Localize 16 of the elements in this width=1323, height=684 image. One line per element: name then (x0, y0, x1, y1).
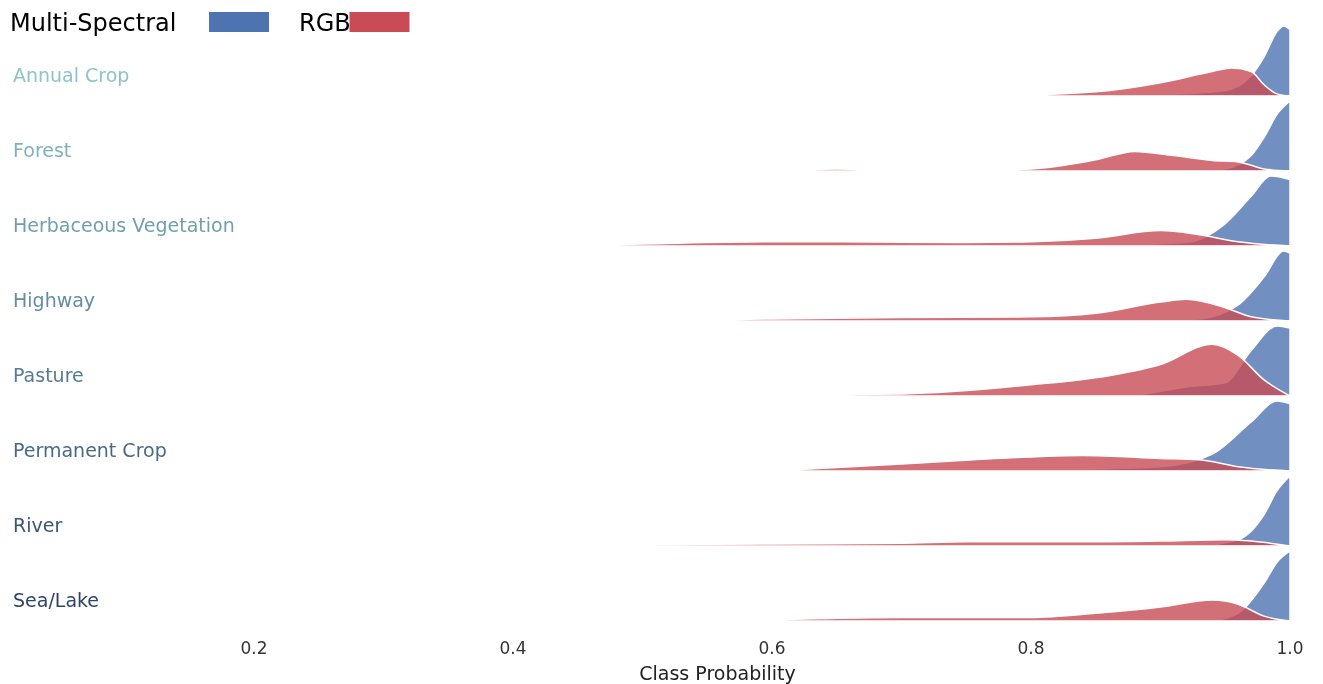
legend-label: RGB (299, 9, 351, 37)
x-tick-label: 0.6 (758, 638, 786, 658)
y-axis-title: Sea/Lake (13, 589, 100, 611)
y-axis-title: Pasture (13, 364, 84, 386)
x-axis-title: Class Probability (639, 662, 796, 684)
x-tick-label: 0.8 (1017, 638, 1045, 658)
y-axis-title: Herbaceous Vegetation (13, 214, 235, 236)
y-axis-title: River (13, 514, 63, 536)
legend-label: Multi-Spectral (10, 9, 177, 37)
x-tick-label: 0.2 (240, 638, 268, 658)
y-axis-title: Annual Crop (13, 64, 130, 86)
y-axis-title: Forest (13, 139, 72, 161)
y-axis-title: Permanent Crop (13, 439, 167, 461)
x-tick-label: 1.0 (1276, 638, 1304, 658)
y-axis-title: Highway (13, 289, 96, 311)
x-tick-label: 0.4 (499, 638, 527, 658)
